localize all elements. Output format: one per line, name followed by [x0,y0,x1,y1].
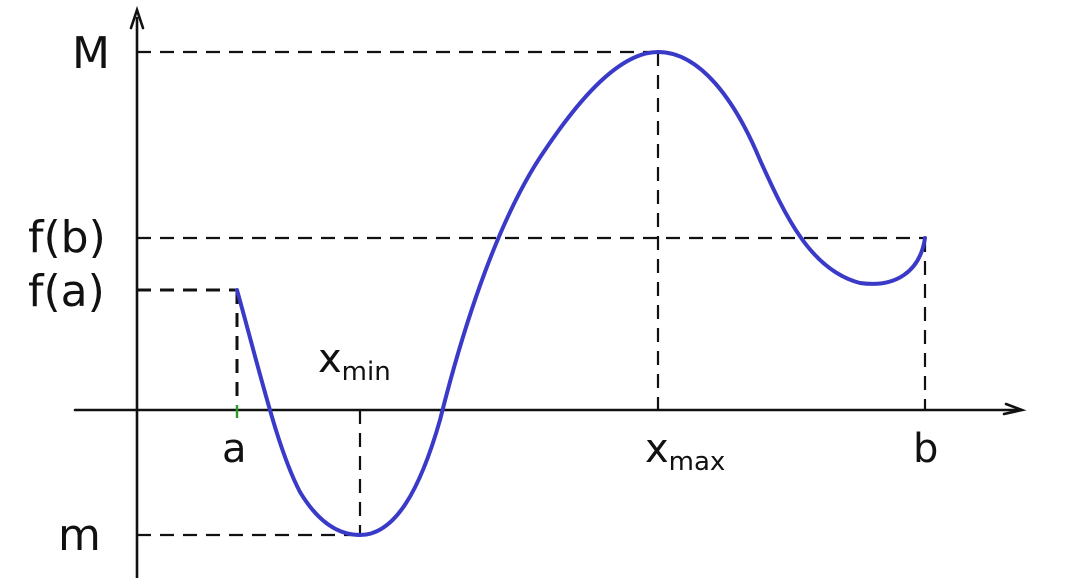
label-y-min: m [58,510,101,561]
label-x-max: xmax [645,426,725,477]
label-x-min-base: x [318,336,342,382]
label-x-max-sub: max [669,447,726,477]
label-y-fa: f(a) [28,266,105,317]
label-x-b: b [913,426,938,472]
guide-fa [137,288,239,405]
label-y-max: M [72,28,110,79]
guide-lines [137,50,927,537]
label-x-min-sub: min [342,357,391,387]
x-axis-arrow [1002,402,1027,416]
label-x-a: a [222,426,247,472]
label-x-max-base: x [645,426,669,472]
y-axis-arrow [129,5,145,30]
label-x-min: xmin [318,336,391,387]
label-y-fb: f(b) [28,212,106,263]
axes [73,5,1027,578]
function-curve [235,50,927,537]
